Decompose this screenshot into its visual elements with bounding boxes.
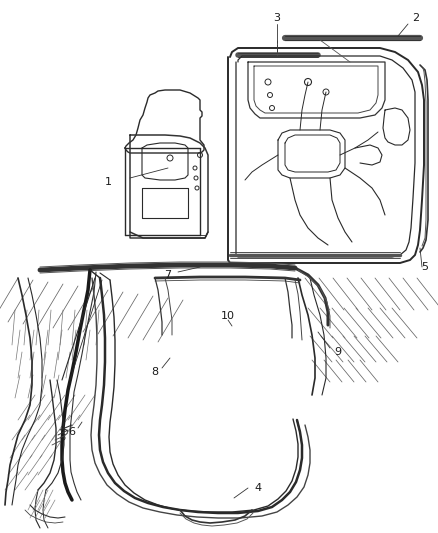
Text: 10: 10 bbox=[221, 311, 235, 321]
Text: 7: 7 bbox=[164, 270, 172, 280]
Text: 6: 6 bbox=[68, 427, 75, 437]
Text: 1: 1 bbox=[105, 177, 112, 187]
Text: 2: 2 bbox=[413, 13, 420, 23]
Text: 5: 5 bbox=[421, 262, 428, 272]
Text: 3: 3 bbox=[273, 13, 280, 23]
Text: 4: 4 bbox=[254, 483, 261, 493]
Text: 8: 8 bbox=[152, 367, 159, 377]
Text: 9: 9 bbox=[335, 347, 342, 357]
